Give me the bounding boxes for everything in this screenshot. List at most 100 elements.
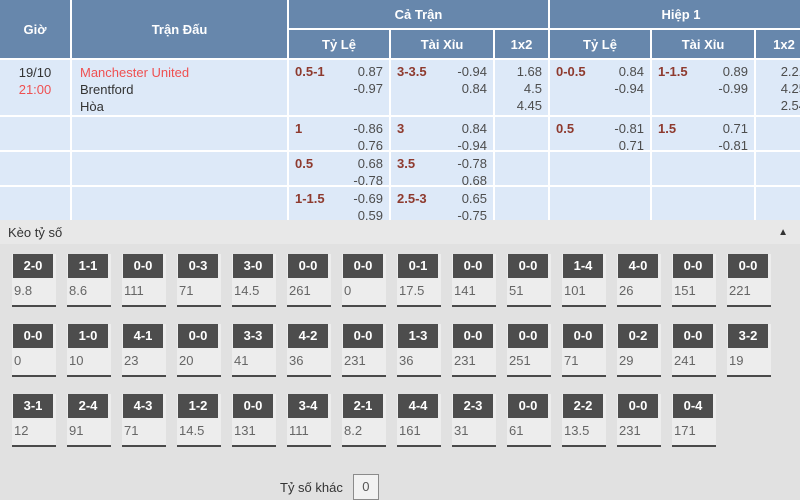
score-odds-cell[interactable]: 0-0 221 xyxy=(727,254,771,307)
ft-handicap-cell[interactable]: 0.5 0.68 -0.78 xyxy=(289,152,389,185)
score-odds-cell[interactable]: 0-0 0 xyxy=(12,324,56,377)
h1-handicap-cell[interactable]: 0.5 -0.81 0.71 xyxy=(550,117,650,150)
score-odds-cell[interactable]: 2-0 9.8 xyxy=(12,254,56,307)
score-odds-cell[interactable]: 0-0 61 xyxy=(507,394,551,447)
ft-away-win-odds[interactable]: 4.45 xyxy=(516,98,542,113)
h1-over-odds[interactable]: 0.89 xyxy=(722,64,748,79)
score-odds-cell[interactable]: 4-3 71 xyxy=(122,394,166,447)
score-odds-cell[interactable]: 0-0 51 xyxy=(507,254,551,307)
ft-handicap-home-odds[interactable]: -0.69 xyxy=(353,191,383,206)
h1-overunder-cell[interactable] xyxy=(652,187,754,220)
ft-handicap-home-odds[interactable]: 0.87 xyxy=(357,64,383,79)
collapse-arrow-icon[interactable]: ▲ xyxy=(778,226,788,238)
ft-under-odds[interactable]: 0.68 xyxy=(461,173,487,185)
ft-handicap-cell[interactable]: 1 -0.86 0.76 xyxy=(289,117,389,150)
ft-under-odds[interactable]: -0.94 xyxy=(457,138,487,150)
score-odds-cell[interactable]: 1-3 36 xyxy=(397,324,441,377)
score-odds-cell[interactable]: 1-4 101 xyxy=(562,254,606,307)
score-odds-cell[interactable]: 1-1 8.6 xyxy=(67,254,111,307)
score-odds-cell[interactable]: 3-4 111 xyxy=(287,394,331,447)
score-odds-cell[interactable]: 2-1 8.2 xyxy=(342,394,386,447)
score-odds-cell[interactable]: 3-1 12 xyxy=(12,394,56,447)
score-odds-cell[interactable]: 3-3 41 xyxy=(232,324,276,377)
ft-over-odds[interactable]: -0.94 xyxy=(457,64,487,79)
ft-handicap-away-odds[interactable]: 0.76 xyxy=(357,138,383,150)
other-score-input[interactable]: 0 xyxy=(352,474,379,500)
ft-1x2-cell[interactable]: 1.68 4.5 4.45 xyxy=(495,60,548,115)
score-odds-cell[interactable]: 4-2 36 xyxy=(287,324,331,377)
score-odds-cell[interactable]: 1-2 14.5 xyxy=(177,394,221,447)
score-odds-cell[interactable]: 0-1 17.5 xyxy=(397,254,441,307)
h1-1x2-cell[interactable]: 2.21 4.25 2.54 xyxy=(756,60,800,115)
h1-1x2-cell[interactable] xyxy=(756,187,800,220)
score-section-header[interactable]: Kèo tỷ số ▲ xyxy=(0,220,800,244)
score-odds-cell[interactable]: 0-0 151 xyxy=(672,254,716,307)
h1-handicap-home-odds[interactable]: 0.84 xyxy=(618,64,644,79)
score-odds-cell[interactable]: 2-3 31 xyxy=(452,394,496,447)
ft-1x2-cell[interactable] xyxy=(495,117,548,150)
draw-label[interactable]: Hòa xyxy=(80,99,104,114)
score-odds-cell[interactable]: 3-2 19 xyxy=(727,324,771,377)
ft-handicap-away-odds[interactable]: 0.59 xyxy=(357,208,383,220)
ft-1x2-cell[interactable] xyxy=(495,187,548,220)
h1-draw-odds[interactable]: 4.25 xyxy=(780,81,800,96)
score-odds-cell[interactable]: 0-0 251 xyxy=(507,324,551,377)
score-odds-cell[interactable]: 2-4 91 xyxy=(67,394,111,447)
h1-over-odds[interactable]: 0.71 xyxy=(722,121,748,136)
score-odds-cell[interactable]: 0-0 111 xyxy=(122,254,166,307)
score-odds-cell[interactable]: 0-4 171 xyxy=(672,394,716,447)
h1-handicap-cell[interactable]: 0-0.5 0.84 -0.94 xyxy=(550,60,650,115)
home-team-link[interactable]: Manchester United xyxy=(80,65,190,80)
match-teams-cell[interactable]: Manchester United Brentford Hòa xyxy=(72,60,287,115)
h1-handicap-home-odds[interactable]: -0.81 xyxy=(614,121,644,136)
h1-handicap-away-odds[interactable]: 0.71 xyxy=(618,138,644,150)
score-odds-cell[interactable]: 2-2 13.5 xyxy=(562,394,606,447)
score-odds-cell[interactable]: 0-2 29 xyxy=(617,324,661,377)
score-odds-cell[interactable]: 0-0 241 xyxy=(672,324,716,377)
ft-handicap-home-odds[interactable]: 0.68 xyxy=(357,156,383,171)
score-odds-cell[interactable]: 0-0 231 xyxy=(342,324,386,377)
ft-draw-odds[interactable]: 4.5 xyxy=(523,81,542,96)
ft-handicap-cell[interactable]: 0.5-1 0.87 -0.97 xyxy=(289,60,389,115)
ft-overunder-cell[interactable]: 2.5-3 0.65 -0.75 xyxy=(391,187,493,220)
score-odds-cell[interactable]: 4-0 26 xyxy=(617,254,661,307)
score-odds-cell[interactable]: 0-0 231 xyxy=(452,324,496,377)
score-odds-cell[interactable]: 0-0 0 xyxy=(342,254,386,307)
match-teams-cell[interactable] xyxy=(72,152,287,185)
ft-under-odds[interactable]: -0.75 xyxy=(457,208,487,220)
ft-handicap-away-odds[interactable]: -0.97 xyxy=(353,81,383,96)
h1-handicap-away-odds[interactable]: -0.94 xyxy=(614,81,644,96)
score-odds-cell[interactable]: 0-0 261 xyxy=(287,254,331,307)
ft-over-odds[interactable]: 0.84 xyxy=(461,121,487,136)
score-odds-cell[interactable]: 1-0 10 xyxy=(67,324,111,377)
score-odds-cell[interactable]: 0-3 71 xyxy=(177,254,221,307)
h1-overunder-cell[interactable] xyxy=(652,152,754,185)
score-odds-cell[interactable]: 4-4 161 xyxy=(397,394,441,447)
h1-away-win-odds[interactable]: 2.54 xyxy=(780,98,800,113)
ft-overunder-cell[interactable]: 3.5 -0.78 0.68 xyxy=(391,152,493,185)
ft-1x2-cell[interactable] xyxy=(495,152,548,185)
score-odds-cell[interactable]: 3-0 14.5 xyxy=(232,254,276,307)
score-odds-cell[interactable]: 0-0 141 xyxy=(452,254,496,307)
ft-handicap-away-odds[interactable]: -0.78 xyxy=(353,173,383,185)
h1-under-odds[interactable]: -0.81 xyxy=(718,138,748,150)
match-teams-cell[interactable] xyxy=(72,187,287,220)
ft-handicap-cell[interactable]: 1-1.5 -0.69 0.59 xyxy=(289,187,389,220)
match-teams-cell[interactable] xyxy=(72,117,287,150)
score-odds-cell[interactable]: 4-1 23 xyxy=(122,324,166,377)
h1-under-odds[interactable]: -0.99 xyxy=(718,81,748,96)
ft-over-odds[interactable]: 0.65 xyxy=(461,191,487,206)
ft-overunder-cell[interactable]: 3 0.84 -0.94 xyxy=(391,117,493,150)
h1-1x2-cell[interactable] xyxy=(756,117,800,150)
score-odds-cell[interactable]: 0-0 20 xyxy=(177,324,221,377)
ft-overunder-cell[interactable]: 3-3.5 -0.94 0.84 xyxy=(391,60,493,115)
away-team-label[interactable]: Brentford xyxy=(80,82,134,97)
h1-overunder-cell[interactable]: 1-1.5 0.89 -0.99 xyxy=(652,60,754,115)
score-odds-cell[interactable]: 0-0 231 xyxy=(617,394,661,447)
score-odds-cell[interactable]: 0-0 71 xyxy=(562,324,606,377)
h1-handicap-cell[interactable] xyxy=(550,152,650,185)
score-odds-cell[interactable]: 0-0 131 xyxy=(232,394,276,447)
h1-home-win-odds[interactable]: 2.21 xyxy=(780,64,800,79)
h1-overunder-cell[interactable]: 1.5 0.71 -0.81 xyxy=(652,117,754,150)
ft-handicap-home-odds[interactable]: -0.86 xyxy=(353,121,383,136)
